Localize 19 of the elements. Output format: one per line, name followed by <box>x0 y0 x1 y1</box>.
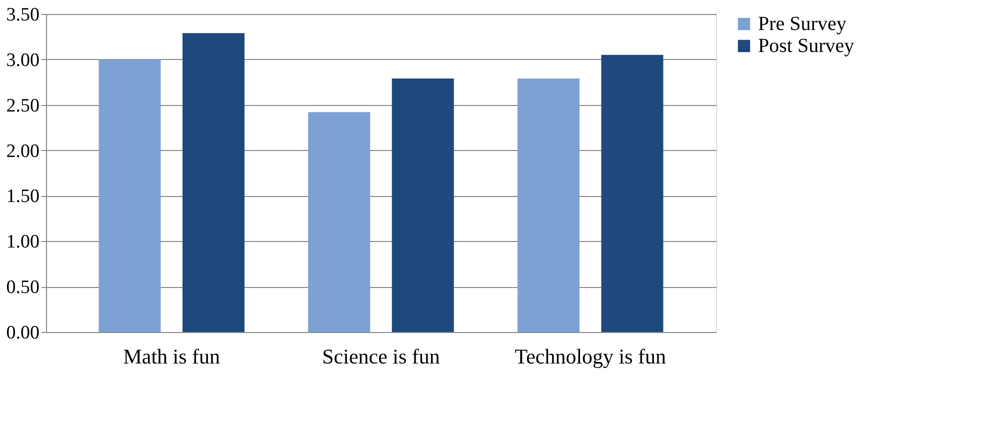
bar <box>601 54 664 332</box>
bar <box>392 78 454 332</box>
y-tick-label: 3.50 <box>6 4 40 26</box>
bar <box>518 78 580 332</box>
y-tick-label: 2.00 <box>6 140 40 162</box>
x-tick-label: Science is fun <box>322 344 440 368</box>
y-tick-label: 1.00 <box>6 232 40 253</box>
y-tick-label: 0.00 <box>6 322 40 344</box>
bar <box>98 59 161 332</box>
y-tick-label: 2.50 <box>6 95 40 116</box>
bar <box>182 33 244 332</box>
legend-label: Post Survey <box>758 35 854 57</box>
bar <box>308 112 370 332</box>
x-tick-label: Math is fun <box>123 344 221 368</box>
y-tick-label: 3.00 <box>6 50 40 71</box>
y-tick-label: 0.50 <box>6 277 40 298</box>
y-tick-label: 1.50 <box>6 186 40 208</box>
legend-label: Pre Survey <box>758 13 846 35</box>
x-tick-label: Technology is fun <box>514 344 667 368</box>
